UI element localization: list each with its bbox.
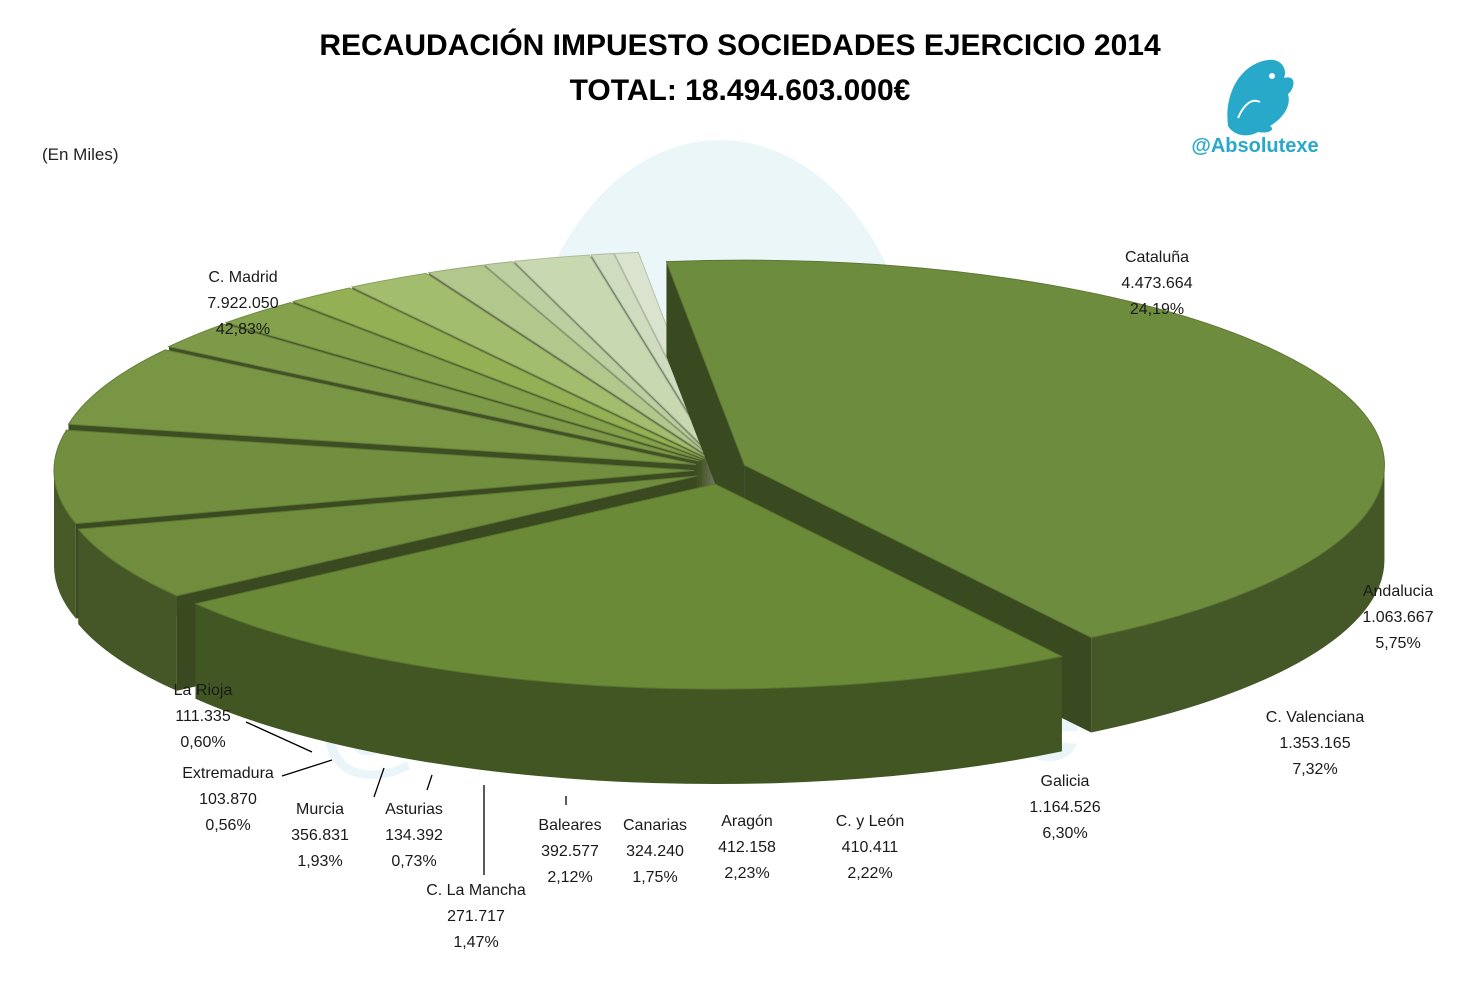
slice-label: C. Valenciana 1.353.165 7,32% bbox=[1266, 709, 1365, 778]
slice-label: Cataluña 4.473.664 24,19% bbox=[1121, 249, 1192, 318]
slice-label-value: 103.870 bbox=[199, 791, 257, 808]
slice-label-pct: 7,32% bbox=[1292, 761, 1337, 778]
slice-label-name: Andalucia bbox=[1363, 583, 1433, 600]
slice-label: Galicia 1.164.526 6,30% bbox=[1029, 773, 1100, 842]
slice-top bbox=[590, 253, 716, 457]
slice-label-name: C. La Mancha bbox=[426, 882, 526, 899]
chart-title: RECAUDACIÓN IMPUESTO SOCIEDADES EJERCICI… bbox=[319, 28, 1161, 62]
slice-label-name: La Rioja bbox=[174, 682, 233, 699]
slice-label-pct: 2,12% bbox=[547, 869, 592, 886]
leader-line bbox=[373, 767, 385, 798]
slice-label-value: 392.577 bbox=[541, 843, 599, 860]
logo-handle: @Absolutexe bbox=[1191, 135, 1318, 157]
slice-label-pct: 5,75% bbox=[1375, 635, 1420, 652]
slice-top bbox=[193, 483, 1064, 690]
slice-label-name: Aragón bbox=[721, 813, 773, 830]
slice-label-pct: 1,75% bbox=[632, 869, 677, 886]
slice-label-pct: 2,23% bbox=[724, 865, 769, 882]
slice-label-pct: 1,47% bbox=[453, 934, 498, 951]
slice-rim bbox=[54, 470, 76, 619]
slice-label-name: C. Valenciana bbox=[1266, 709, 1365, 726]
slice-top bbox=[167, 323, 700, 462]
slice-label-name: Galicia bbox=[1041, 773, 1090, 790]
slice-label-value: 7.922.050 bbox=[207, 295, 278, 312]
slice-label: C. La Mancha 271.717 1,47% bbox=[426, 882, 526, 951]
slice-rim bbox=[195, 603, 1062, 785]
slice-label-value: 1.063.667 bbox=[1362, 609, 1433, 626]
slice-label-value: 111.335 bbox=[175, 708, 231, 725]
slice-label-name: Extremadura bbox=[182, 765, 274, 782]
slice-top bbox=[53, 429, 695, 525]
slice-label-pct: 0,56% bbox=[205, 817, 250, 834]
unit-note: (En Miles) bbox=[42, 145, 119, 164]
slice-label: Canarias 324.240 1,75% bbox=[623, 817, 687, 886]
slice-labels: C. Madrid 7.922.050 42,83% Cataluña 4.473.66… bbox=[174, 249, 1434, 951]
slice-top bbox=[513, 254, 714, 457]
slice-top bbox=[67, 349, 697, 465]
slice-label-name: Murcia bbox=[296, 801, 344, 818]
slice-label-name: Baleares bbox=[538, 817, 601, 834]
slice-label-pct: 1,93% bbox=[297, 853, 342, 870]
slice-label-name: C. Madrid bbox=[208, 269, 277, 286]
slice-top bbox=[350, 272, 708, 459]
slice-label-value: 134.392 bbox=[385, 827, 443, 844]
slice-rim bbox=[78, 529, 177, 691]
slice-rim bbox=[1091, 465, 1385, 733]
slice-top bbox=[77, 475, 697, 597]
leader-lines bbox=[245, 721, 567, 875]
slice-label: La Rioja 111.335 0,60% bbox=[174, 682, 233, 751]
slice-label-pct: 2,22% bbox=[847, 865, 892, 882]
slice-label-pct: 24,19% bbox=[1130, 301, 1184, 318]
slice-label-value: 4.473.664 bbox=[1121, 275, 1192, 292]
pie-slices bbox=[53, 251, 1385, 785]
slice-label-value: 412.158 bbox=[718, 839, 776, 856]
slice-label: Andalucia 1.063.667 5,75% bbox=[1362, 583, 1433, 652]
slice-top bbox=[665, 259, 1385, 638]
slice-label-value: 1.353.165 bbox=[1279, 735, 1350, 752]
slice-label: Aragón 412.158 2,23% bbox=[718, 813, 776, 882]
slice-label: Asturias 134.392 0,73% bbox=[385, 801, 443, 870]
slice-label-pct: 6,30% bbox=[1042, 825, 1087, 842]
slice-label-name: Canarias bbox=[623, 817, 687, 834]
slice-side-wall bbox=[78, 476, 697, 625]
slice-label-value: 271.717 bbox=[447, 908, 505, 925]
pie-slice bbox=[193, 483, 1064, 785]
slice-label: C. y León 410.411 2,22% bbox=[836, 813, 904, 882]
slice-top bbox=[483, 261, 712, 457]
slice-label-name: C. y León bbox=[836, 813, 904, 830]
griffin-logo-icon bbox=[1227, 59, 1294, 136]
leader-line bbox=[245, 721, 313, 753]
leader-line bbox=[281, 759, 333, 777]
slice-label-name: Cataluña bbox=[1125, 249, 1189, 266]
slice-label-value: 1.164.526 bbox=[1029, 799, 1100, 816]
leader-line bbox=[426, 774, 433, 791]
slice-label: Baleares 392.577 2,12% bbox=[538, 817, 601, 886]
slice-label: Murcia 356.831 1,93% bbox=[291, 801, 349, 870]
slice-label: C. Madrid 7.922.050 42,83% bbox=[207, 269, 278, 338]
slice-label-name: Asturias bbox=[385, 801, 443, 818]
slice-label: Extremadura 103.870 0,56% bbox=[182, 765, 274, 834]
slice-label-pct: 42,83% bbox=[216, 321, 270, 338]
slice-label-pct: 0,73% bbox=[391, 853, 436, 870]
slice-label-pct: 0,60% bbox=[180, 734, 225, 751]
slice-top bbox=[224, 302, 703, 461]
slice-label-value: 410.411 bbox=[842, 839, 899, 856]
slice-label-value: 356.831 bbox=[291, 827, 349, 844]
slice-top bbox=[427, 264, 710, 458]
slice-label-value: 324.240 bbox=[626, 843, 684, 860]
slice-side-wall bbox=[666, 261, 745, 561]
chart-subtitle: TOTAL: 18.494.603.000€ bbox=[570, 74, 911, 107]
slice-top bbox=[291, 287, 705, 460]
